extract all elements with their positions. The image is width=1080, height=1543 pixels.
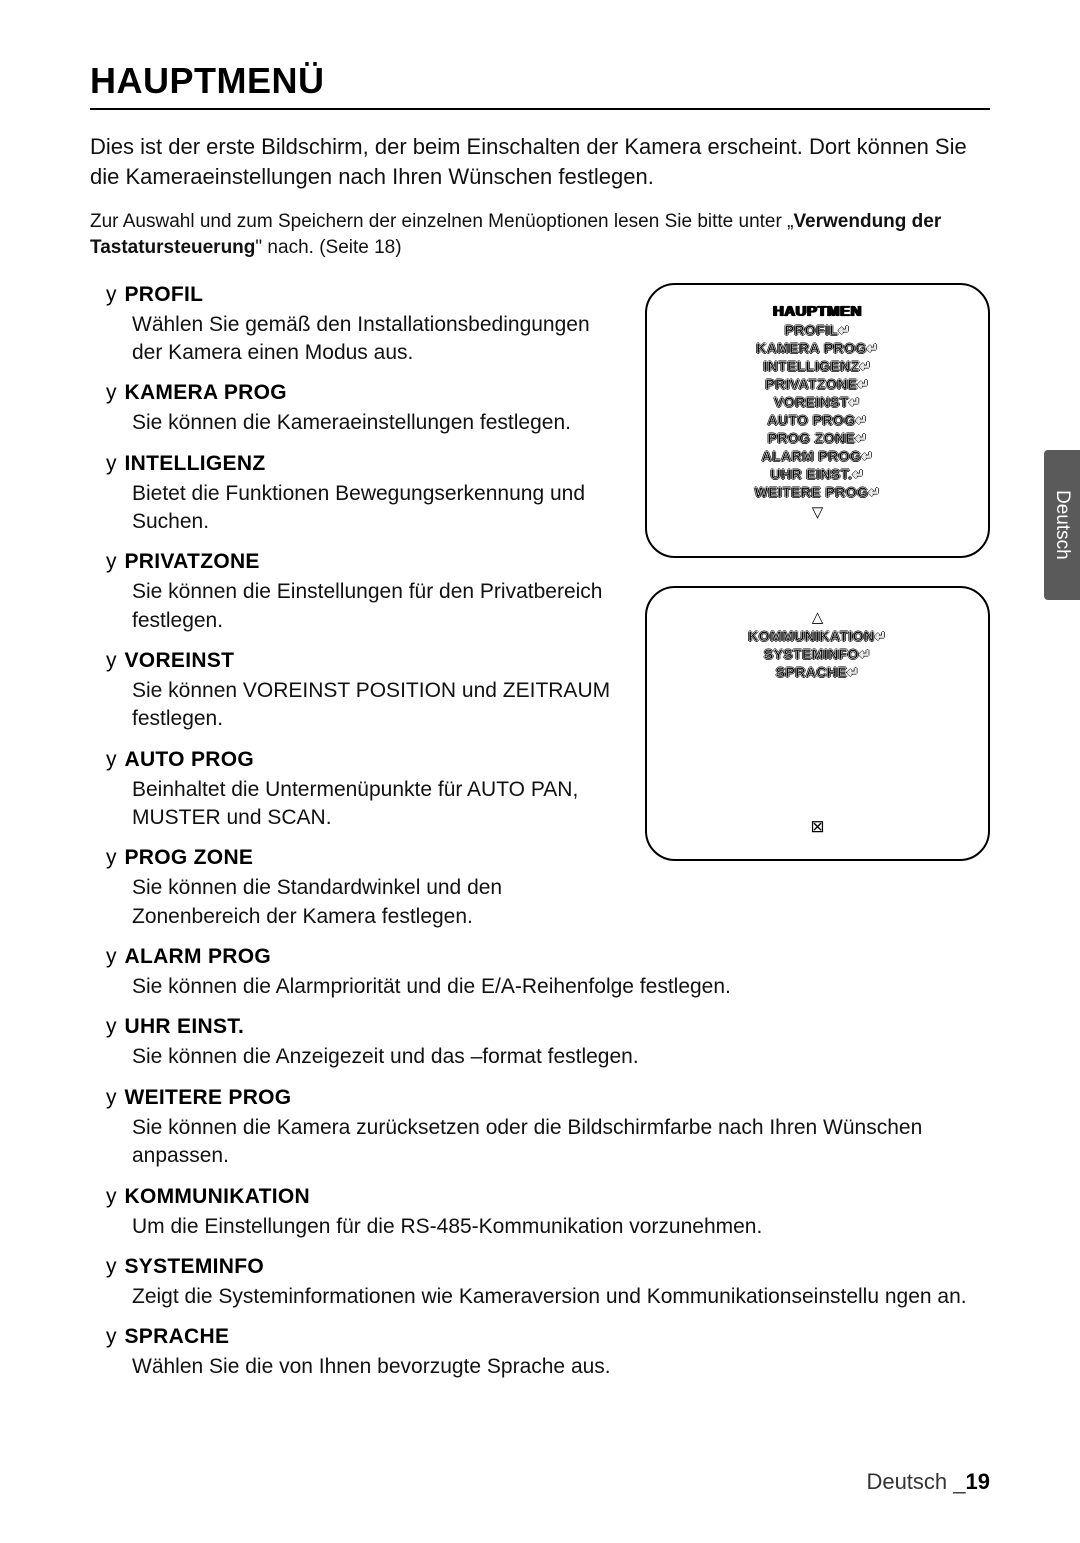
menu-list-left: PROFIL Wählen Sie gemäß den Installations… [90,283,625,931]
item-title: UHR EINST. [125,1015,245,1038]
item-desc: Sie können die Einstellungen für den Pri… [132,578,625,635]
intro-text: Dies ist der erste Bildschirm, der beim … [90,132,990,191]
list-item: SPRACHEWählen Sie die von Ihnen bevorzug… [132,1325,990,1381]
item-title: INTELLIGENZ [125,452,266,475]
item-desc: Sie können die Standardwinkel und den Zo… [132,874,625,931]
osd-line: PROFIL↵ [657,322,978,339]
list-item: AUTO PROGBeinhaltet die Untermenüpunkte … [132,748,625,833]
item-title: SYSTEMINFO [125,1255,265,1278]
chevron-up-icon: △ [657,608,978,626]
osd-screen-2: △ KOMMUNIKATION↵ SYSTEMINFO↵ SPRACHE↵ ⊠ [645,586,990,861]
footer-lang: Deutsch _ [866,1469,965,1494]
osd-line: KOMMUNIKATION↵ [657,628,978,645]
page-number: 19 [966,1469,990,1494]
list-item: UHR EINST.Sie können die Anzeigezeit und… [132,1015,990,1071]
item-desc: Beinhaltet die Untermenüpunkte für AUTO … [132,776,625,833]
heading-rule [90,108,990,110]
list-item: WEITERE PROGSie können die Kamera zurück… [132,1086,990,1171]
list-item: VOREINSTSie können VOREINST POSITION und… [132,649,625,734]
list-item: ALARM PROGSie können die Alarmpriorität … [132,945,990,1001]
item-title: ALARM PROG [125,945,272,968]
note-text: Zur Auswahl und zum Speichern der einzel… [90,209,990,260]
list-item: PRIVATZONESie können die Einstellungen f… [132,550,625,635]
note-part-b: " nach. (Seite 18) [255,237,401,258]
chevron-down-icon: ▽ [657,503,978,521]
list-item: KAMERA PROGSie können die Kameraeinstell… [132,381,625,437]
item-desc: Wählen Sie gemäß den Installationsbeding… [132,311,625,368]
item-desc: Zeigt die Systeminformationen wie Kamera… [132,1283,990,1311]
osd-line: VOREINST↵ [657,394,978,411]
osd-screen-1: HAUPTMEN PROFIL↵ KAMERA PROG↵ INTELLIGEN… [645,283,990,558]
item-title: PROG ZONE [125,846,254,869]
osd-line: WEITERE PROG↵ [657,484,978,501]
osd-line: UHR EINST.↵ [657,466,978,483]
item-title: PRIVATZONE [125,550,260,573]
item-title: AUTO PROG [125,748,255,771]
list-item: KOMMUNIKATIONUm die Einstellungen für di… [132,1185,990,1241]
list-item: SYSTEMINFOZeigt die Systeminformationen … [132,1255,990,1311]
page-footer: Deutsch _19 [866,1469,990,1495]
item-desc: Um die Einstellungen für die RS-485-Komm… [132,1213,990,1241]
list-item: INTELLIGENZBietet die Funktionen Bewegun… [132,452,625,537]
osd-line: AUTO PROG↵ [657,412,978,429]
exit-icon: ⊠ [647,817,988,837]
item-desc: Sie können die Alarmpriorität und die E/… [132,973,990,1001]
item-desc: Sie können die Kameraeinstellungen festl… [132,409,625,437]
item-desc: Sie können die Anzeigezeit und das –form… [132,1043,990,1071]
item-title: WEITERE PROG [125,1086,292,1109]
item-desc: Wählen Sie die von Ihnen bevorzugte Spra… [132,1353,990,1381]
item-title: PROFIL [125,283,204,306]
osd-line: KAMERA PROG↵ [657,340,978,357]
menu-list-full: ALARM PROG Sie können die Alarmpriorität … [90,945,990,1381]
page-title: HAUPTMENÜ [90,60,990,102]
item-desc: Bietet die Funktionen Bewegungserkennung… [132,480,625,537]
item-desc: Sie können die Kamera zurücksetzen oder … [132,1114,990,1171]
language-side-tab: Deutsch [1044,450,1080,600]
item-desc: Sie können VOREINST POSITION und ZEITRAU… [132,677,625,734]
list-item: PROFILWählen Sie gemäß den Installations… [132,283,625,368]
item-title: SPRACHE [125,1325,230,1348]
item-title: KOMMUNIKATION [125,1185,311,1208]
item-title: VOREINST [125,649,235,672]
osd-line: PROG ZONE↵ [657,430,978,447]
osd-line: INTELLIGENZ↵ [657,358,978,375]
osd-line: PRIVATZONE↵ [657,376,978,393]
note-part-a: Zur Auswahl und zum Speichern der einzel… [90,211,793,232]
list-item: PROG ZONESie können die Standardwinkel u… [132,846,625,931]
osd-line: ALARM PROG↵ [657,448,978,465]
osd-line: SYSTEMINFO↵ [657,646,978,663]
item-title: KAMERA PROG [125,381,287,404]
osd-line: SPRACHE↵ [657,664,978,681]
osd-title: HAUPTMEN [657,303,978,320]
